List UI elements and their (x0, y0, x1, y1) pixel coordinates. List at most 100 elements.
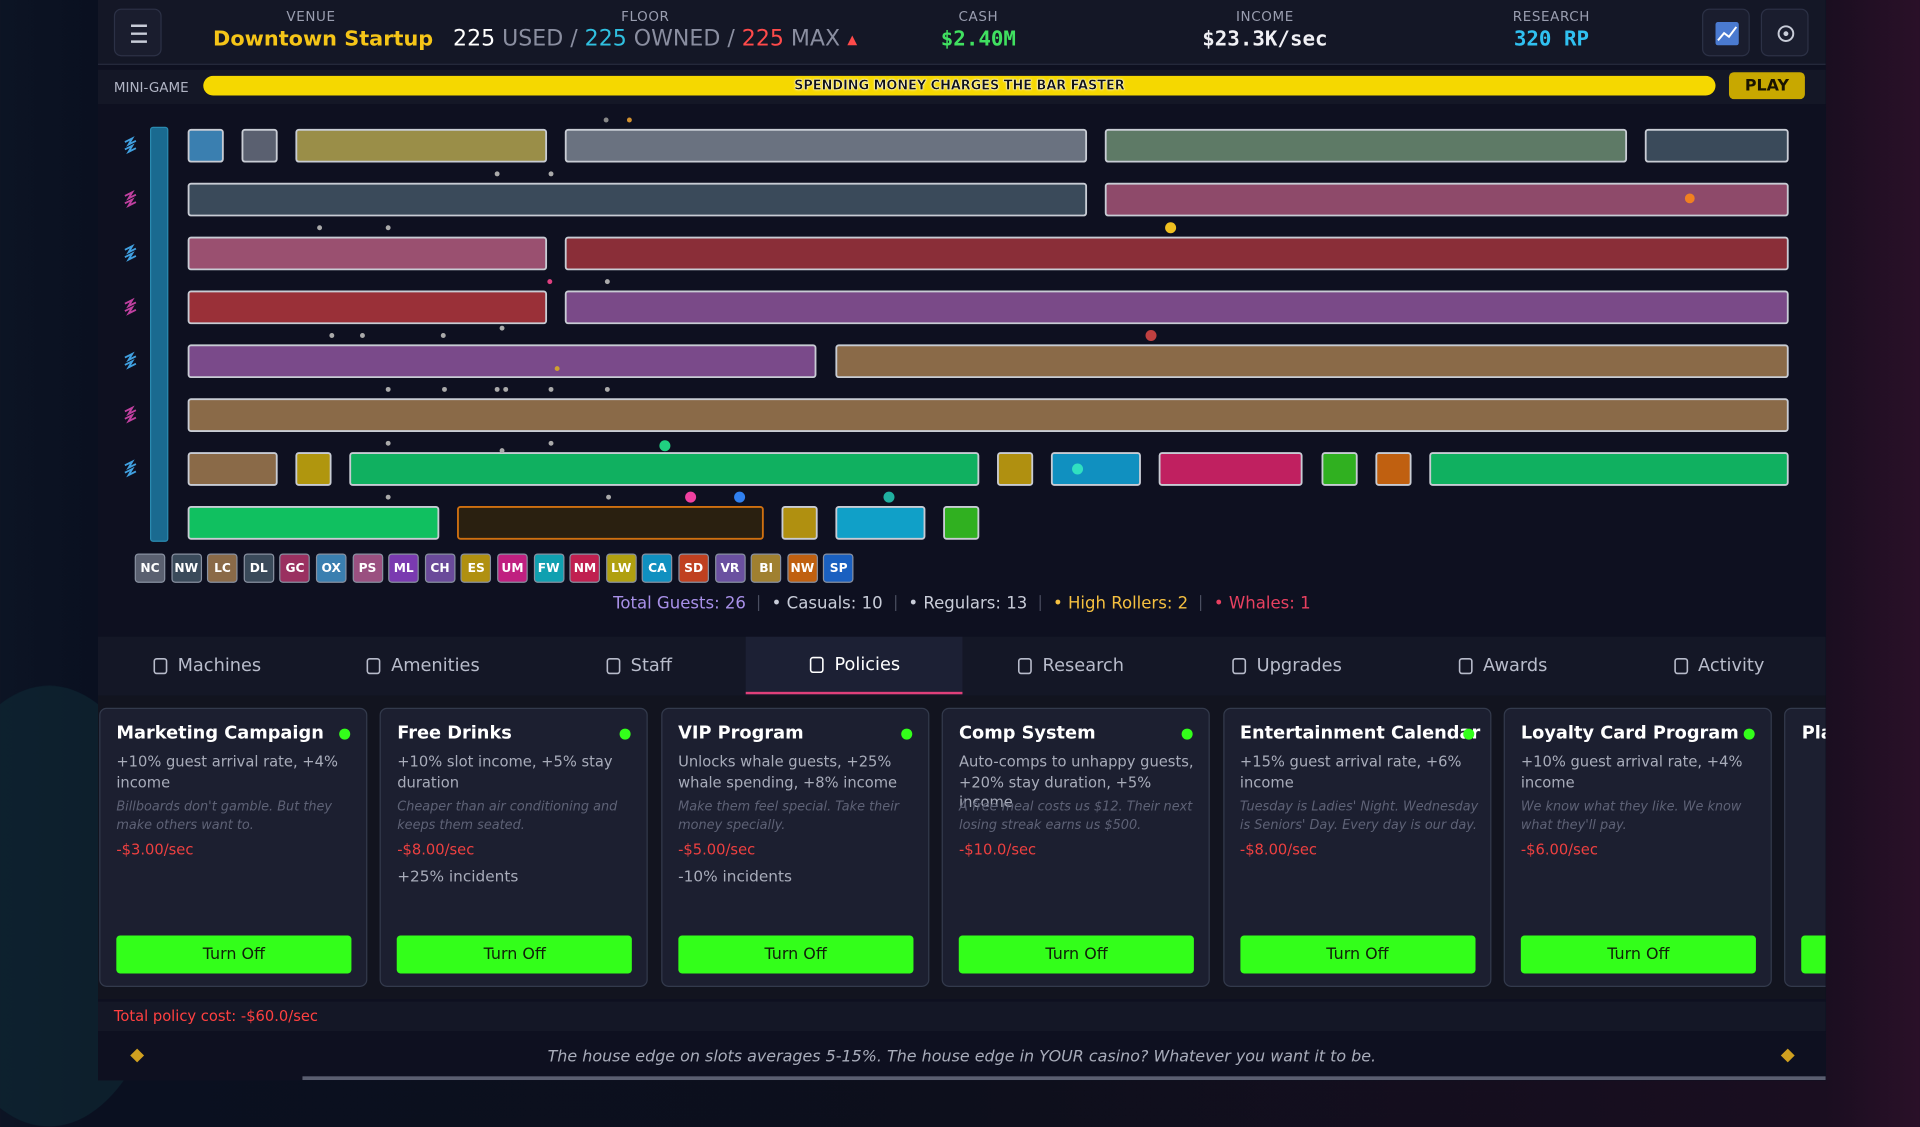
machine-chip[interactable]: NC (134, 553, 166, 583)
machine-chip[interactable]: FW (533, 553, 564, 583)
guest (685, 491, 697, 503)
icon-shape (1673, 657, 1688, 674)
machine-chip[interactable]: UM (497, 553, 528, 583)
tab-label: Policies (834, 654, 901, 675)
machine (1050, 452, 1141, 486)
policy-name: Marketing Campaign (116, 723, 324, 744)
total-guests: Total Guests: 26 (613, 593, 746, 614)
policy-flavor: A free meal costs us $12. Their next los… (959, 799, 1193, 833)
icon-shape (1458, 657, 1473, 674)
stats-button[interactable] (1702, 8, 1750, 57)
tab[interactable]: Staff (530, 637, 746, 695)
machine (1104, 182, 1789, 217)
cash: CASH $2.40M (905, 9, 1052, 52)
guest (329, 333, 335, 338)
menu-button[interactable] (113, 8, 162, 57)
settings-icon (1777, 25, 1795, 43)
machine (295, 452, 332, 486)
icon-shape (153, 657, 168, 674)
guest (317, 225, 323, 231)
toggle-button[interactable]: Turn Off (1520, 935, 1756, 974)
policy-flavor: Billboards don't gamble. But they make o… (116, 799, 333, 833)
machine-chip[interactable]: BI (750, 553, 782, 583)
game-panel: VENUE Downtown Startup FLOOR 225 USED / … (97, 0, 1826, 1081)
toggle-button[interactable]: Turn Off (116, 935, 352, 974)
machine (457, 506, 764, 540)
separator (1039, 595, 1041, 612)
machine-chip[interactable]: CH (424, 553, 456, 583)
guest (603, 117, 609, 123)
machine-chip[interactable]: VR (714, 553, 746, 583)
guest (548, 171, 554, 177)
toggle-button[interactable]: Turn Off (959, 935, 1195, 974)
machine (187, 290, 548, 325)
machine-chip[interactable]: NW (170, 553, 202, 583)
policy-cost: -$8.00/sec (397, 841, 475, 859)
max: 225 (741, 25, 784, 52)
header: VENUE Downtown Startup FLOOR 225 USED / … (97, 0, 1826, 65)
machine-chip[interactable]: NW (787, 553, 818, 583)
machine (835, 506, 926, 540)
machine-chip[interactable]: CA (642, 553, 673, 583)
machine-chip[interactable]: NM (569, 553, 601, 583)
icon-shape (1232, 657, 1247, 674)
income: INCOME $23.3K/sec (1167, 9, 1363, 52)
policy-card: Free Drinks +10% slot income, +5% stay du… (380, 707, 649, 987)
label: CASH (958, 8, 999, 25)
machine-chip[interactable]: GC (279, 553, 311, 583)
entrance (150, 126, 169, 542)
guest (440, 333, 446, 338)
machine-chip[interactable]: SD (678, 553, 709, 583)
machine-chip[interactable]: ML (388, 553, 420, 583)
machine (187, 182, 1088, 217)
machine-chip[interactable]: ES (460, 553, 492, 583)
machine-chip[interactable]: PS (352, 553, 383, 583)
tab[interactable]: Upgrades (1178, 637, 1394, 695)
machine (295, 128, 548, 163)
machine (187, 398, 1789, 432)
policy-name: VIP Program (678, 723, 804, 744)
guest (442, 386, 447, 392)
policy-card: VIP Program Unlocks whale guests, +25% wh… (660, 707, 930, 987)
tab[interactable]: Machines (98, 637, 314, 695)
tab-label: Activity (1697, 655, 1765, 676)
label: RESEARCH (1512, 8, 1591, 25)
status-dot (1743, 728, 1755, 740)
settings-button[interactable] (1760, 8, 1809, 57)
tab[interactable]: Research (962, 637, 1178, 695)
minigame-row: MINI-GAME SPENDING MONEY CHARGES THE BAR… (97, 69, 1826, 105)
root: VENUE Downtown Startup FLOOR 225 USED / … (0, 0, 1826, 1127)
policy-cards: Marketing Campaign +10% guest arrival rat… (97, 695, 1826, 1000)
guest (385, 440, 391, 446)
tab-icon (1232, 657, 1247, 674)
tab[interactable]: Amenities (314, 637, 530, 695)
machine-chip[interactable]: SP (823, 553, 854, 583)
policy-name: Free Drinks (397, 723, 512, 744)
toggle-button[interactable]: Turn Off (397, 935, 633, 974)
play-button[interactable]: PLAY (1728, 72, 1805, 100)
policy-card: Marketing Campaign +10% guest arrival rat… (99, 707, 368, 987)
minigame-bar: SPENDING MONEY CHARGES THE BAR FASTER (203, 75, 1716, 96)
tab[interactable]: Policies (745, 636, 962, 695)
regulars: • Regulars: 13 (908, 593, 1028, 614)
policy-card: Loyalty Card Program +10% guest arrival r… (1503, 707, 1772, 987)
progress-line (302, 1076, 1826, 1081)
machine-chip[interactable]: LW (605, 553, 637, 583)
toggle-button[interactable]: Turn Off (1239, 935, 1476, 974)
policy-card: Entertainment Calendar +15% guest arrival… (1222, 707, 1491, 987)
tab[interactable]: Activity (1610, 637, 1826, 695)
tab-icon (1458, 657, 1473, 674)
machine-chip[interactable]: OX (315, 553, 347, 583)
guest-summary: Total Guests: 26 • Casuals: 10 • Regulars:… (98, 590, 1826, 614)
income-value: $23.3K/sec (1202, 26, 1328, 52)
machine-chip[interactable]: DL (243, 553, 275, 583)
guest (360, 333, 365, 338)
toggle-button[interactable]: Turn Off (678, 935, 914, 974)
high-rollers: • High Rollers: 2 (1052, 593, 1189, 614)
toggle-button[interactable] (1801, 935, 1826, 974)
tab[interactable]: Awards (1394, 637, 1610, 695)
guest (659, 440, 671, 452)
guest (547, 279, 553, 285)
tab-icon (810, 656, 825, 673)
machine-chip[interactable]: LC (207, 553, 238, 583)
